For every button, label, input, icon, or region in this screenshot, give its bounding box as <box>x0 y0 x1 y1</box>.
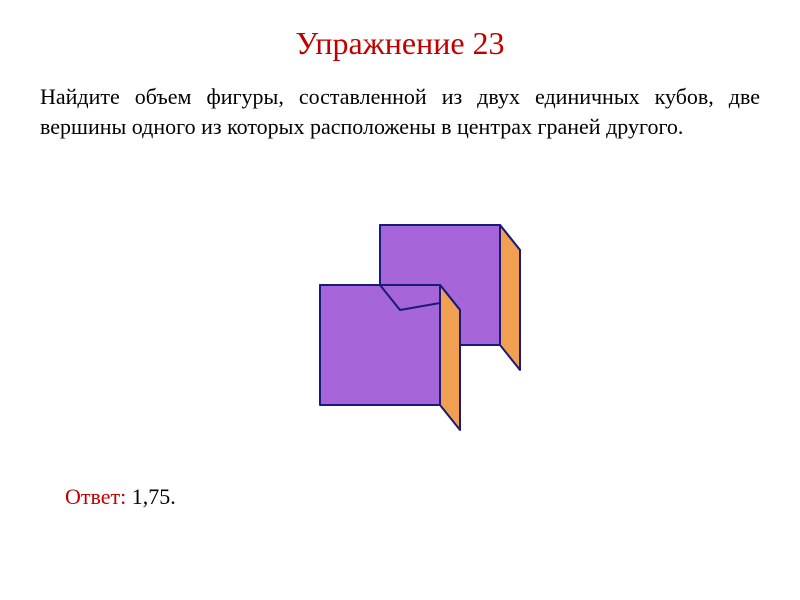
problem-statement: Найдите объем фигуры, составленной из дв… <box>0 62 800 141</box>
answer-label: Ответ: <box>65 484 126 509</box>
front-cube-side <box>440 285 460 430</box>
answer-block: Ответ: 1,75. <box>65 484 176 510</box>
answer-value: 1,75. <box>132 484 176 509</box>
back-cube-side <box>500 225 520 370</box>
exercise-title: Упражнение 23 <box>0 0 800 62</box>
cubes-figure <box>260 195 540 435</box>
cubes-svg <box>260 195 540 435</box>
